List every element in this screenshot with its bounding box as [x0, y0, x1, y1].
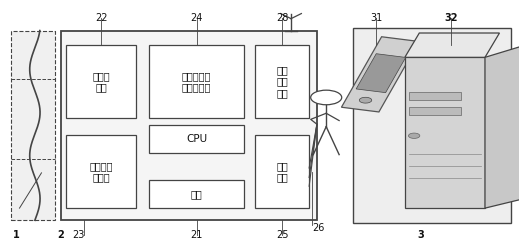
Text: 加速度和陀
螺仪传感器: 加速度和陀 螺仪传感器: [182, 71, 211, 92]
Text: 3: 3: [417, 230, 424, 240]
Text: 按摩
电路: 按摩 电路: [276, 161, 288, 183]
Bar: [11, 31, 55, 220]
Text: 2: 2: [58, 230, 64, 240]
Bar: [255, 135, 309, 208]
Circle shape: [310, 90, 342, 105]
Text: 电池: 电池: [191, 189, 202, 199]
Text: 31: 31: [370, 14, 383, 23]
Text: 1: 1: [12, 230, 19, 240]
Text: 腰带张力
传感器: 腰带张力 传感器: [89, 161, 113, 183]
Bar: [66, 45, 136, 118]
Circle shape: [359, 97, 372, 103]
Bar: [342, 37, 419, 112]
Text: 25: 25: [276, 230, 289, 240]
Bar: [255, 45, 309, 118]
Text: 24: 24: [191, 14, 203, 23]
Circle shape: [408, 133, 420, 138]
Text: 腰围传
感器: 腰围传 感器: [92, 71, 110, 92]
Text: 22: 22: [95, 14, 108, 23]
Text: 21: 21: [191, 230, 203, 240]
Bar: [149, 45, 244, 118]
Bar: [353, 28, 511, 223]
Bar: [149, 125, 244, 154]
Bar: [405, 57, 485, 208]
Text: 28: 28: [276, 14, 289, 23]
Bar: [61, 31, 317, 220]
Bar: [409, 92, 461, 100]
Bar: [149, 180, 244, 208]
Bar: [66, 135, 136, 208]
Polygon shape: [405, 33, 500, 57]
Text: 23: 23: [72, 230, 84, 240]
Text: 32: 32: [445, 14, 458, 23]
Bar: [356, 54, 406, 93]
Bar: [409, 107, 461, 115]
Text: CPU: CPU: [186, 134, 207, 144]
Text: 无线
通讯
电路: 无线 通讯 电路: [276, 65, 288, 98]
Polygon shape: [485, 33, 520, 208]
Text: 26: 26: [312, 223, 324, 232]
